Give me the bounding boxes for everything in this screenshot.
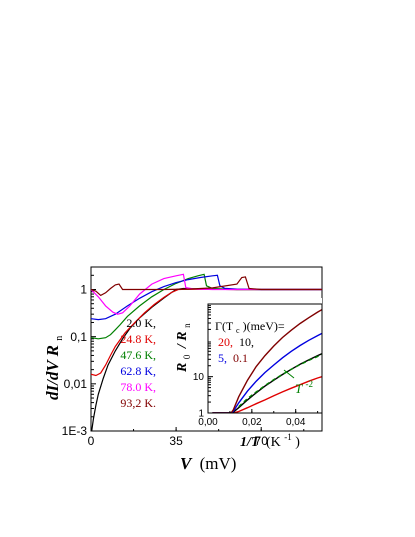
main-x-tick-label: 35: [169, 434, 183, 448]
main-legend-item-4: 62.8 K,: [120, 364, 156, 378]
inset-legend-title-main: Γ(T: [215, 319, 234, 333]
main-x-ticks: 0 35 70: [88, 427, 305, 448]
inset-y-tick-label: 10: [193, 372, 205, 383]
main-legend-item-5: 78.0 K,: [120, 380, 156, 394]
inset-series-line-4: [212, 308, 322, 413]
inset-annotation-sup: -2: [305, 379, 313, 389]
inset-x-label-sup: -1: [284, 432, 292, 442]
inset-legend-value-5: 5,: [218, 351, 227, 365]
inset-x-ticks: 0,00 0,02 0,04: [198, 409, 319, 428]
inset-legend-value-0-1: 0.1: [233, 351, 248, 365]
inset-y-label-sub: 0: [182, 354, 192, 359]
inset-legend-title-sub: c: [236, 326, 240, 335]
main-legend-item-6: 93,2 K.: [120, 396, 156, 410]
inset-annotation-label: T -2: [295, 379, 313, 396]
inset-annotation-arrow: [283, 369, 295, 379]
inset-plot: 0,00 0,02 0,04 1 10 Γ(T c )(meV)= 20, 10, 5…: [175, 298, 323, 450]
inset-legend-title: Γ(T c )(meV)=: [215, 319, 285, 336]
main-x-label-unit: (mV): [200, 454, 237, 473]
main-y-tick-label: 0,1: [70, 330, 87, 344]
main-x-axis-label: V (mV): [180, 454, 236, 473]
inset-x-tick-label: 0,00: [198, 417, 218, 428]
inset-series-line-3: [212, 332, 322, 413]
main-y-ticks: 1E-3 0,01 0,1 1: [62, 266, 96, 438]
inset-legend-row-2: 5, 0.1: [218, 351, 248, 365]
main-series-group: [91, 273, 322, 431]
main-legend: 2.0 K, 24.8 K, 47.6 K, 62.8 K, 78.0 K, 93,2 K…: [120, 316, 156, 410]
main-y-tick-label: 1: [80, 283, 87, 297]
main-x-tick-label: 70: [255, 434, 269, 448]
inset-x-tick-label: 0,02: [242, 417, 262, 428]
main-y-axis-label: dI/dV R n: [43, 336, 65, 400]
inset-y-label-main: R: [175, 363, 190, 373]
inset-annotation-main: T: [295, 381, 303, 396]
inset-y-tick-label: 1: [198, 409, 204, 420]
inset-series-line-5: [238, 353, 322, 408]
inset-x-tick-label: 0,04: [286, 417, 306, 428]
inset-x-label-close: ): [295, 435, 300, 450]
inset-legend-title-rest: )(meV)=: [243, 319, 285, 333]
inset-legend-value-10: 10,: [239, 335, 254, 349]
main-x-label-var: V: [180, 454, 193, 473]
main-legend-item-2: 24.8 K,: [120, 332, 156, 346]
main-y-tick-label: 1E-3: [62, 424, 88, 438]
main-y-label-main: dI/dV R: [43, 345, 62, 400]
main-series-line-6: [91, 276, 322, 297]
inset-y-label-sub2: n: [182, 323, 192, 328]
inset-legend-row-1: 20, 10,: [218, 335, 254, 349]
main-x-tick-label: 0: [88, 434, 95, 448]
inset-y-ticks: 1 10: [193, 305, 213, 420]
main-plot: 0 35 70 1E-3 0,01 0,1 1 V (mV) dI/dV R n 2.0 …: [43, 266, 323, 473]
inset-x-axis-label: 1/T (K -1 ): [240, 429, 300, 450]
main-series-line-5: [91, 273, 322, 315]
inset-legend-value-20: 20,: [218, 335, 233, 349]
main-y-tick-label: 0,01: [64, 377, 88, 391]
inset-x-label-unit: (K: [266, 435, 281, 450]
main-legend-item-1: 2.0 K,: [126, 316, 156, 330]
inset-plot-frame-top: [207, 303, 323, 414]
inset-x-label-var: 1/T: [240, 435, 261, 450]
main-legend-item-3: 47.6 K,: [120, 348, 156, 362]
inset-y-label-rest: / R: [175, 331, 190, 349]
main-y-label-sub: n: [54, 336, 65, 341]
inset-y-axis-label: R 0 / R n: [175, 323, 194, 373]
